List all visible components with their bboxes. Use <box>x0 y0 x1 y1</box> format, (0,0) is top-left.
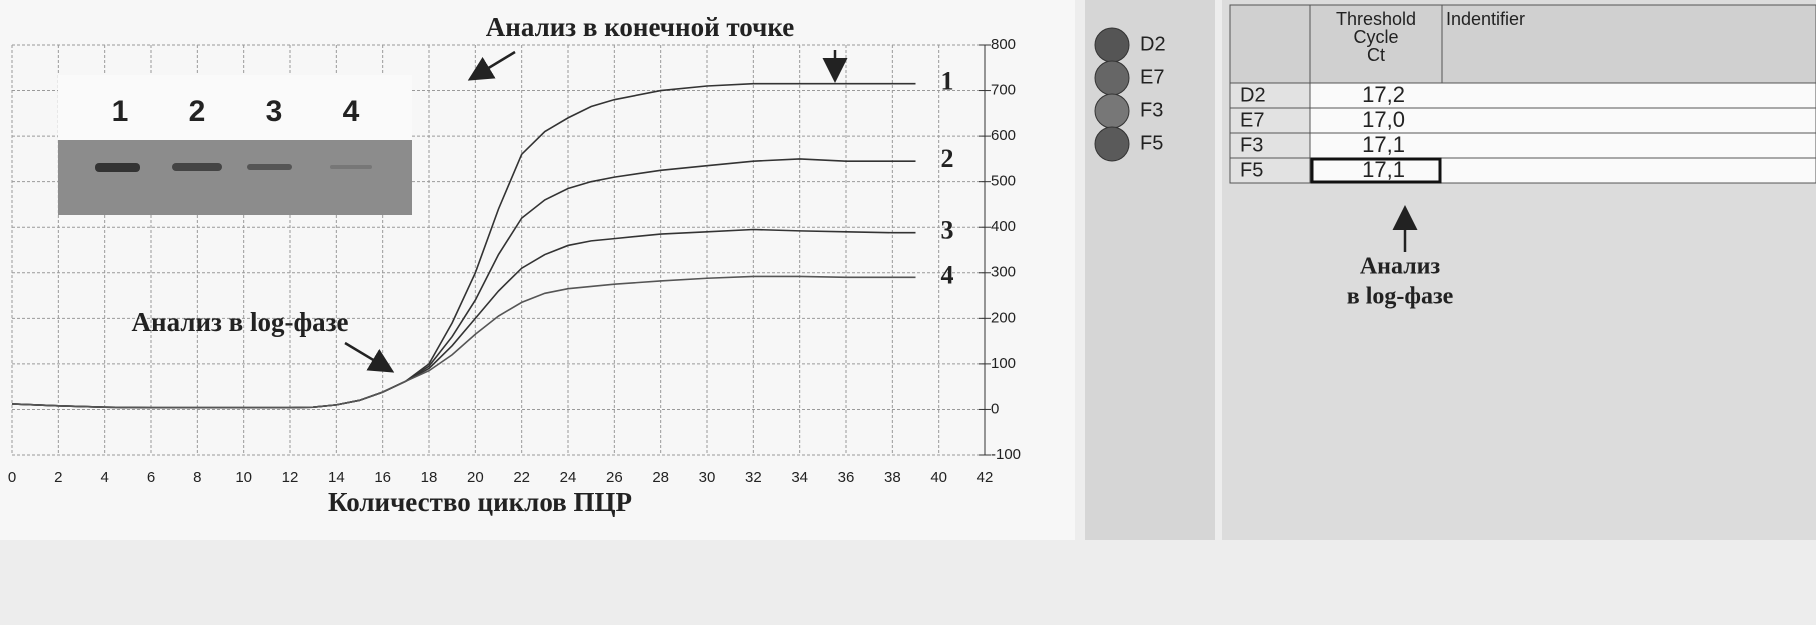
table-header-cell: Cycle <box>1353 27 1398 47</box>
x-tick-label: 28 <box>652 469 669 486</box>
x-tick-label: 24 <box>560 469 577 486</box>
x-tick-label: 10 <box>235 469 252 486</box>
x-tick-label: 30 <box>699 469 716 486</box>
legend-label: F3 <box>1140 99 1163 121</box>
y-tick-label: 500 <box>991 173 1016 190</box>
y-tick-label: 0 <box>991 400 999 417</box>
table-cell: D2 <box>1240 84 1266 106</box>
series-label: 2 <box>941 144 954 173</box>
gel-image <box>58 140 412 215</box>
x-tick-label: 18 <box>421 469 438 486</box>
annotation: Анализ в конечной точке <box>486 12 794 42</box>
legend-marker <box>1095 28 1129 62</box>
x-tick-label: 34 <box>791 469 808 486</box>
legend-label: F5 <box>1140 132 1163 154</box>
legend-label: D2 <box>1140 33 1166 55</box>
table-cell: 17,1 <box>1362 132 1405 157</box>
y-tick-label: 800 <box>991 36 1016 53</box>
table-cell: E7 <box>1240 109 1264 131</box>
table-cell: 17,0 <box>1362 107 1405 132</box>
gel-band <box>172 163 222 171</box>
annotation: Анализ в log-фазе <box>132 307 349 337</box>
x-tick-label: 20 <box>467 469 484 486</box>
y-tick-label: 100 <box>991 355 1016 372</box>
figure: Анализ в конечной точке Анализ в log-фаз… <box>0 0 1816 625</box>
lane-label: 3 <box>266 95 283 128</box>
series-label: 3 <box>941 216 954 245</box>
gel-band <box>247 164 292 170</box>
table-row <box>1230 108 1816 133</box>
y-tick-label: 600 <box>991 127 1016 144</box>
gel-band <box>95 163 140 172</box>
series-label: 1 <box>941 67 954 96</box>
x-axis-label: Количество циклов ПЦР <box>328 487 632 517</box>
table-row <box>1230 158 1816 183</box>
x-tick-label: 0 <box>8 469 16 486</box>
annotation: Анализ <box>1360 254 1441 280</box>
gel-band <box>330 165 372 169</box>
table-header-cell: Indentifier <box>1446 9 1525 29</box>
x-tick-label: 16 <box>374 469 391 486</box>
table-header-cell: Threshold <box>1336 9 1416 29</box>
x-tick-label: 32 <box>745 469 762 486</box>
lane-label: 4 <box>343 95 360 128</box>
y-tick-label: 700 <box>991 82 1016 99</box>
y-tick-label: -100 <box>991 446 1021 463</box>
x-tick-label: 4 <box>100 469 108 486</box>
annotation: в log-фазе <box>1347 284 1454 310</box>
table-cell: F5 <box>1240 159 1263 181</box>
x-tick-label: 14 <box>328 469 345 486</box>
x-tick-label: 42 <box>977 469 994 486</box>
x-tick-label: 22 <box>513 469 530 486</box>
legend-marker <box>1095 94 1129 128</box>
table-header-cell: Ct <box>1367 45 1385 65</box>
legend-marker <box>1095 127 1129 161</box>
table-row <box>1230 83 1816 108</box>
y-tick-label: 400 <box>991 218 1016 235</box>
x-tick-label: 40 <box>930 469 947 486</box>
lane-label: 1 <box>112 95 129 128</box>
y-tick-label: 200 <box>991 309 1016 326</box>
series-label: 4 <box>941 260 954 289</box>
x-tick-label: 26 <box>606 469 623 486</box>
x-tick-label: 36 <box>838 469 855 486</box>
legend-marker <box>1095 61 1129 95</box>
table-cell: 17,1 <box>1362 157 1405 182</box>
x-tick-label: 8 <box>193 469 201 486</box>
x-tick-label: 6 <box>147 469 155 486</box>
page: Анализ в конечной точке Анализ в log-фаз… <box>0 0 1816 625</box>
y-tick-label: 300 <box>991 264 1016 281</box>
table-cell: 17,2 <box>1362 82 1405 107</box>
x-tick-label: 12 <box>282 469 299 486</box>
table-row <box>1230 133 1816 158</box>
x-tick-label: 38 <box>884 469 901 486</box>
legend-label: E7 <box>1140 66 1164 88</box>
table-cell: F3 <box>1240 134 1263 156</box>
lane-label: 2 <box>189 95 206 128</box>
x-tick-label: 2 <box>54 469 62 486</box>
